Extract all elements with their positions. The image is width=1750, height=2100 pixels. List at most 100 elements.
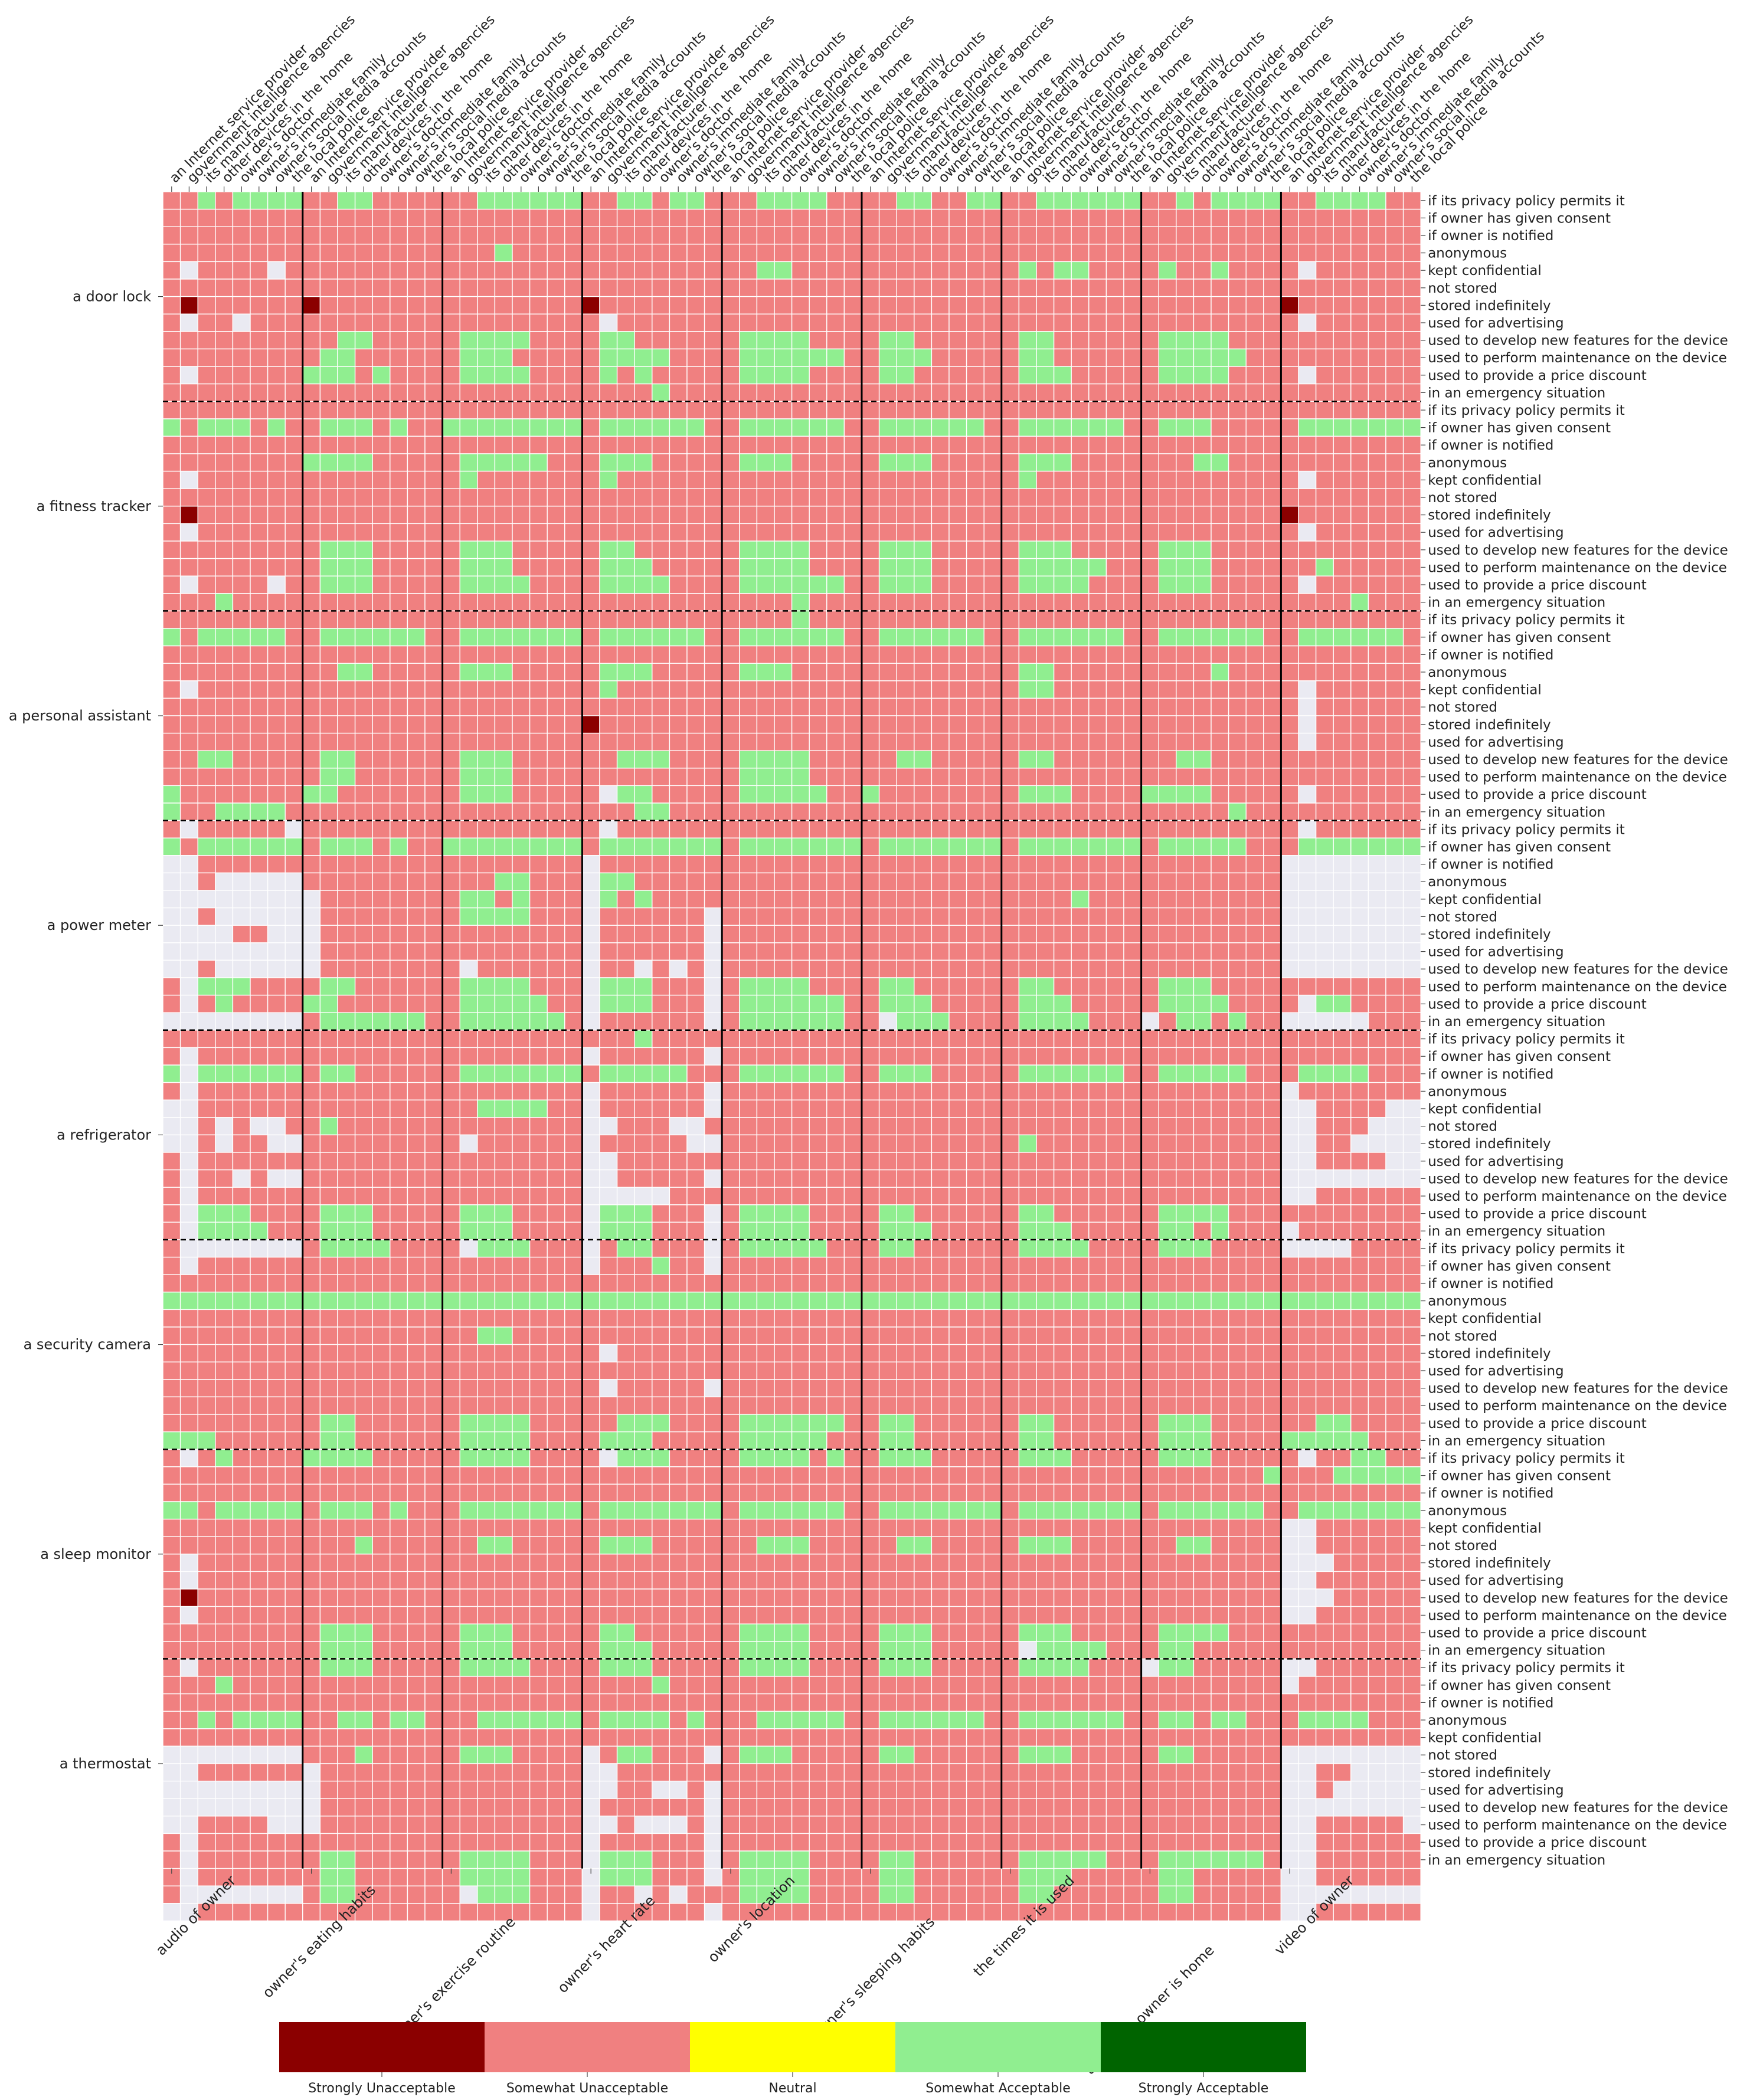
- heatmap-cell: [1350, 1292, 1369, 1311]
- heatmap-cell: [914, 558, 933, 576]
- heatmap-cell: [564, 1326, 583, 1345]
- heatmap-cell: [669, 1361, 688, 1380]
- heatmap-cell: [634, 208, 653, 227]
- heatmap-cell: [1402, 296, 1421, 314]
- heatmap-cell: [1123, 1064, 1142, 1083]
- heatmap-cell: [1193, 453, 1212, 472]
- heatmap-cell: [1001, 401, 1020, 420]
- heatmap-cell: [215, 435, 234, 454]
- heatmap-cell: [1298, 942, 1317, 961]
- heatmap-cell: [861, 191, 880, 210]
- heatmap-cell: [424, 1117, 443, 1136]
- heatmap-cell: [494, 331, 513, 350]
- heatmap-cell: [1071, 1064, 1090, 1083]
- heatmap-cell: [826, 697, 845, 716]
- heatmap-cell: [669, 296, 688, 314]
- heatmap-cell: [721, 191, 740, 210]
- heatmap-cell: [215, 1256, 234, 1275]
- heatmap-cell: [1158, 1117, 1177, 1136]
- heatmap-cell: [1211, 855, 1229, 874]
- heatmap-cell: [179, 1326, 198, 1345]
- heatmap-cell: [914, 750, 933, 769]
- heatmap-cell: [966, 628, 984, 647]
- heatmap-cell: [1298, 296, 1317, 314]
- heatmap-cell: [547, 506, 565, 525]
- heatmap-cell: [634, 1204, 653, 1223]
- heatmap-cell: [983, 226, 1002, 245]
- heatmap-cell: [407, 1117, 426, 1136]
- heatmap-cell: [1053, 820, 1072, 838]
- heatmap-cell: [390, 663, 408, 682]
- heatmap-cell: [459, 1292, 478, 1311]
- heatmap-cell: [739, 366, 758, 385]
- heatmap-cell: [1385, 470, 1404, 489]
- heatmap-cell: [739, 890, 758, 909]
- heatmap-cell: [547, 680, 565, 699]
- heatmap-cell: [809, 191, 827, 210]
- heatmap-cell: [826, 191, 845, 210]
- heatmap-cell: [704, 1152, 722, 1171]
- heatmap-cell: [1350, 575, 1369, 594]
- heatmap-cell: [1298, 1239, 1317, 1258]
- heatmap-cell: [1368, 680, 1386, 699]
- heatmap-cell: [1333, 1152, 1352, 1171]
- heatmap-cell: [494, 1012, 513, 1031]
- heatmap-cell: [1228, 313, 1247, 332]
- heatmap-cell: [914, 523, 933, 542]
- heatmap-cell: [843, 1379, 862, 1398]
- heatmap-cell: [739, 750, 758, 769]
- heatmap-cell: [1350, 279, 1369, 297]
- heatmap-cell: [878, 1030, 897, 1049]
- heatmap-cell: [721, 331, 740, 350]
- heatmap-cell: [1350, 313, 1369, 332]
- heatmap-cell: [372, 261, 391, 280]
- heatmap-cell: [756, 435, 775, 454]
- heatmap-cell: [669, 925, 688, 943]
- heatmap-cell: [1088, 208, 1107, 227]
- heatmap-cell: [232, 488, 251, 507]
- heatmap-cell: [581, 418, 600, 437]
- heatmap-cell: [1263, 820, 1282, 838]
- heatmap-cell: [1368, 697, 1386, 716]
- heatmap-cell: [948, 872, 967, 891]
- heatmap-cell: [250, 715, 269, 734]
- heatmap-cell: [1071, 279, 1090, 297]
- heatmap-cell: [1193, 697, 1212, 716]
- heatmap-cell: [319, 540, 338, 559]
- heatmap-cell: [477, 768, 496, 787]
- heatmap-cell: [372, 1256, 391, 1275]
- heatmap-cell: [302, 715, 321, 734]
- heatmap-cell: [966, 994, 984, 1013]
- heatmap-cell: [1088, 313, 1107, 332]
- heatmap-cell: [1333, 628, 1352, 647]
- heatmap-cell: [564, 261, 583, 280]
- heatmap-cell: [1105, 907, 1124, 926]
- heatmap-cell: [983, 890, 1002, 909]
- heatmap-cell: [843, 540, 862, 559]
- heatmap-cell: [581, 1064, 600, 1083]
- heatmap-cell: [896, 401, 915, 420]
- heatmap-cell: [267, 890, 286, 909]
- heatmap-cell: [983, 1361, 1002, 1380]
- heatmap-cell: [424, 470, 443, 489]
- heatmap-cell: [774, 1344, 793, 1362]
- heatmap-cell: [390, 610, 408, 629]
- heatmap-cell: [407, 558, 426, 576]
- heatmap-cell: [704, 1169, 722, 1188]
- heatmap-cell: [441, 1012, 460, 1031]
- heatmap-cell: [756, 331, 775, 350]
- heatmap-cell: [826, 802, 845, 821]
- heatmap-cell: [1350, 1326, 1369, 1345]
- heatmap-cell: [1333, 1099, 1352, 1118]
- heatmap-cell: [179, 1379, 198, 1398]
- heatmap-cell: [1298, 994, 1317, 1013]
- heatmap-cell: [494, 715, 513, 734]
- heatmap-cell: [407, 208, 426, 227]
- heatmap-cell: [1176, 1326, 1195, 1345]
- heatmap-cell: [791, 628, 810, 647]
- heatmap-cell: [1140, 1274, 1159, 1293]
- heatmap-cell: [616, 1012, 635, 1031]
- heatmap-cell: [739, 1361, 758, 1380]
- heatmap-cell: [826, 348, 845, 367]
- heatmap-cell: [512, 1064, 531, 1083]
